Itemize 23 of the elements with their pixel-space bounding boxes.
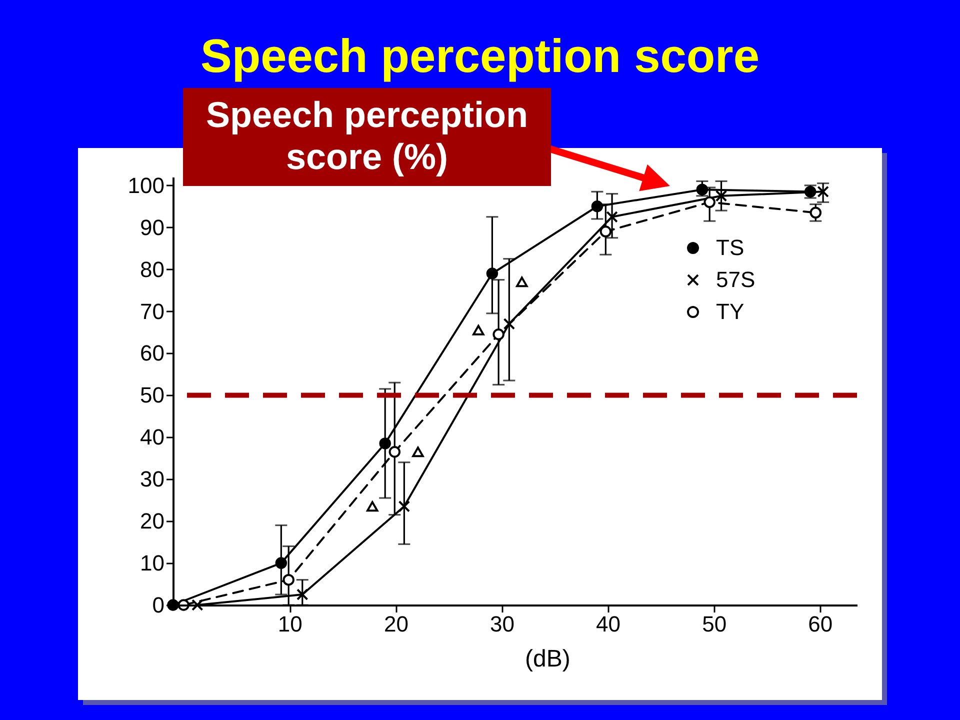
y-tick-label: 0 [152, 592, 164, 618]
y-tick-label: 50 [140, 382, 164, 408]
y-tick-label: 60 [140, 340, 164, 366]
y-tick-label: 40 [140, 424, 164, 450]
y-tick-label: 80 [140, 256, 164, 282]
x-tick-label: 40 [596, 612, 621, 636]
legend-label: TY [716, 299, 744, 324]
x-tick-label: 10 [278, 612, 302, 636]
x-tick-label: 50 [702, 612, 727, 636]
x-tick-label: 60 [808, 612, 833, 636]
y-axis-title: Speech perception score (%) [206, 94, 528, 177]
legend-label: TS [716, 235, 744, 260]
y-tick-label: 20 [140, 508, 164, 534]
y-tick-label: 90 [140, 214, 164, 240]
legend-label: 57S [716, 267, 756, 292]
y-tick-label: 100 [128, 172, 164, 198]
y-tick-label: 70 [140, 298, 164, 324]
chart-title: Speech perception score [200, 29, 760, 82]
y-tick-label: 30 [140, 466, 164, 492]
x-axis-title: (dB) [524, 646, 570, 672]
x-tick-label: 20 [384, 612, 408, 636]
y-tick-label: 10 [140, 550, 164, 576]
x-tick-label: 30 [490, 612, 514, 636]
